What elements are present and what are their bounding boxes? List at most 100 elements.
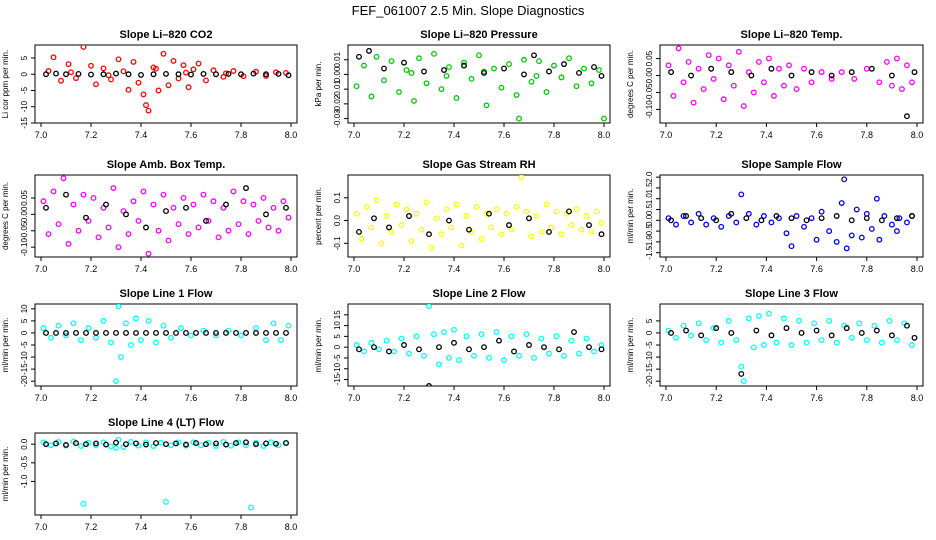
data-point: [755, 59, 762, 65]
y-tick-label: -10: [333, 362, 342, 374]
data-point: [88, 62, 94, 69]
data-point: [851, 75, 858, 82]
data-point: [878, 339, 885, 346]
y-tick-label: -0.5: [645, 224, 654, 238]
data-point: [740, 103, 747, 109]
chart-title: Slope Line 1 Flow: [120, 288, 213, 300]
data-point: [718, 339, 725, 346]
data-point: [705, 52, 712, 59]
plot-frame: [347, 303, 611, 387]
data-point: [203, 329, 209, 336]
data-point: [491, 65, 497, 72]
series-selected: [356, 47, 605, 79]
data-point: [718, 223, 725, 230]
data-point: [190, 66, 197, 73]
data-point: [466, 226, 472, 233]
x-tick-label: 7.0: [348, 130, 361, 140]
x-tick-label: 7.8: [861, 264, 874, 274]
data-point: [283, 204, 289, 211]
data-point: [113, 378, 119, 385]
data-point: [233, 329, 239, 336]
data-point: [285, 214, 292, 221]
data-point: [183, 329, 189, 336]
data-point: [386, 224, 392, 231]
series-selected: [43, 329, 289, 336]
data-point: [783, 230, 790, 237]
data-point: [481, 344, 487, 351]
data-point: [73, 329, 79, 336]
data-point: [818, 69, 825, 76]
data-point: [441, 67, 447, 73]
data-point: [183, 441, 189, 448]
data-point: [198, 442, 204, 449]
data-point: [538, 228, 545, 235]
y-tick-label: 5: [645, 318, 654, 323]
data-point: [538, 335, 545, 342]
data-point: [203, 77, 209, 84]
data-point: [871, 322, 878, 329]
data-point: [728, 69, 735, 76]
series-all: [40, 304, 292, 385]
data-point: [361, 62, 367, 69]
data-point: [561, 61, 567, 68]
data-point: [188, 332, 194, 339]
data-point: [750, 89, 757, 96]
data-point: [808, 79, 815, 86]
data-point: [160, 322, 167, 329]
data-point: [363, 203, 370, 210]
x-tick-label: 7.4: [135, 264, 148, 274]
data-point: [153, 339, 159, 346]
x-tick-label: 7.8: [861, 130, 874, 140]
plot-frame: [659, 174, 924, 258]
data-point: [796, 317, 802, 324]
data-point: [588, 80, 595, 87]
data-point: [868, 225, 875, 232]
data-point: [100, 317, 107, 324]
data-point: [493, 206, 500, 213]
data-point: [45, 231, 52, 237]
data-point: [125, 86, 132, 93]
data-point: [358, 235, 365, 242]
panel-co2: Slope Li–820 CO2 Li cor ppm per min. 7.0 7.…: [1, 29, 298, 140]
y-axis-label: ml/min per min.: [1, 318, 10, 373]
data-point: [40, 325, 47, 332]
x-tick-label: 7.0: [35, 522, 48, 532]
data-point: [228, 442, 234, 449]
data-point: [793, 86, 800, 93]
data-point: [838, 69, 845, 76]
data-point: [546, 68, 552, 75]
plot-frame: [347, 44, 611, 124]
data-point: [881, 213, 888, 219]
data-point: [353, 342, 360, 348]
x-tick-label: 8.0: [598, 264, 611, 274]
data-point: [416, 346, 422, 353]
data-point: [163, 208, 169, 215]
data-point: [423, 199, 430, 206]
data-point: [688, 219, 695, 226]
y-tick-label: -15: [20, 117, 29, 129]
y-tick-label: -0.10: [20, 237, 29, 256]
x-tick-label: 7.2: [85, 264, 98, 274]
data-point: [873, 327, 880, 334]
data-point: [275, 227, 282, 234]
data-point: [848, 232, 855, 239]
data-point: [431, 331, 437, 338]
plot-frame: [347, 174, 611, 258]
x-tick-label: 7.8: [548, 264, 561, 274]
chart-title: Slope Gas Stream RH: [422, 159, 535, 171]
data-point: [725, 62, 732, 69]
data-point: [531, 354, 537, 361]
data-point: [596, 67, 602, 73]
data-point: [383, 213, 390, 219]
data-point: [273, 329, 279, 336]
data-point: [115, 56, 122, 63]
data-point: [170, 204, 177, 211]
series-all: [40, 436, 289, 511]
data-point: [826, 228, 833, 235]
data-point: [128, 438, 134, 445]
data-point: [203, 217, 209, 224]
x-tick-label: 7.0: [348, 393, 361, 403]
data-point: [143, 441, 149, 448]
x-tick-label: 7.4: [760, 264, 773, 274]
data-point: [93, 440, 99, 447]
